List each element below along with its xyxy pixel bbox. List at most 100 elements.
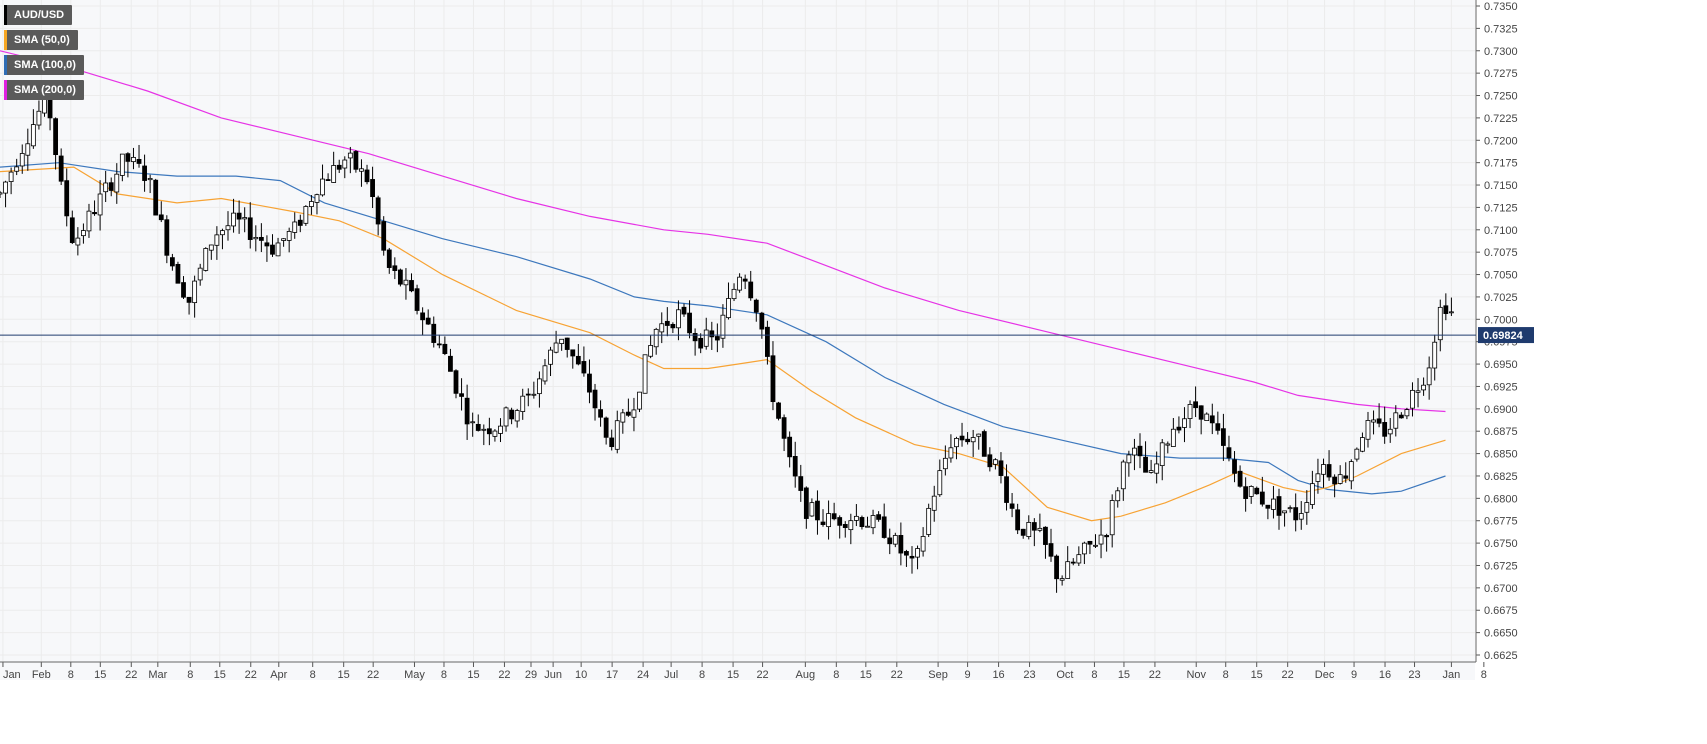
candle-body [264,242,270,247]
candle-body [1237,470,1243,487]
candle-body [359,168,364,172]
candle-body [575,355,581,365]
candle-body [803,487,809,519]
candle-body [225,225,231,231]
candle-body [820,521,826,525]
candle-body [1382,422,1388,437]
candle-body [1271,498,1276,510]
current-price-badge [1478,327,1534,344]
x-tick-label: 10 [575,669,587,681]
candle-body [270,244,275,255]
candle-body [1265,504,1271,509]
legend-sma100[interactable]: SMA (100,0) [4,55,84,75]
candle-body [1315,473,1321,482]
y-tick-label: 0.6650 [1484,628,1518,640]
candle-body [69,217,75,243]
candle-body [1132,447,1137,456]
candle-body [965,438,970,443]
candle-body [1443,305,1449,314]
legend-swatch-sma100 [4,55,7,75]
candle-body [203,248,209,271]
candle-body [998,460,1004,476]
candle-body [1215,423,1221,431]
x-tick-label: Sep [928,669,948,681]
legend-sma50-label: SMA (50,0) [14,34,70,46]
x-tick-label: 8 [1481,669,1487,681]
candle-body [498,425,503,434]
x-tick-label: 22 [1282,669,1294,681]
candle-body [347,152,353,159]
candle-body [531,393,537,396]
candle-body [570,349,576,357]
candle-body [1276,496,1282,516]
x-tick-label: Jun [544,669,562,681]
y-tick-label: 0.7350 [1484,1,1518,13]
candle-body [726,298,731,319]
x-tick-label: 15 [860,669,872,681]
candle-body [892,535,898,545]
candle-body [1148,470,1154,473]
candle-body [86,210,92,232]
candle-body [1254,487,1260,495]
candle-body [3,181,8,194]
candle-body [1304,502,1310,513]
candle-body [147,178,153,181]
candle-body [692,333,698,342]
x-tick-label: Dec [1315,669,1335,681]
candle-body [1065,561,1071,579]
candle-body [381,221,387,251]
candle-body [142,165,147,181]
candle-body [392,265,398,271]
candle-body [731,288,737,300]
candle-body [676,309,681,329]
candle-body [848,520,854,531]
x-tick-label: Mar [148,669,167,681]
legend-sma50[interactable]: SMA (50,0) [4,30,78,50]
x-tick-label: 23 [1408,669,1420,681]
candle-body [30,124,36,147]
candle-body [1176,426,1182,431]
candle-body [1154,463,1160,474]
legend-sma200[interactable]: SMA (200,0) [4,80,84,100]
candle-body [1104,535,1110,538]
candle-body [247,217,253,240]
x-tick-label: 8 [699,669,705,681]
x-tick-label: 16 [992,669,1004,681]
candle-body [119,153,125,176]
candle-body [236,212,242,220]
candle-body [1015,509,1021,531]
candle-body [542,365,548,382]
candle-body [297,219,303,226]
candle-body [653,328,659,348]
candle-body [876,514,882,520]
candle-body [0,192,3,195]
candle-body [114,173,120,193]
candle-body [748,281,754,299]
y-tick-label: 0.7200 [1484,135,1518,147]
candle-body [131,156,136,163]
x-tick-label: 15 [338,669,350,681]
candle-body [1209,415,1215,424]
candle-body [409,280,414,292]
candle-body [564,337,570,350]
x-tick-label: Aug [796,669,816,681]
candle-body [837,517,843,526]
candle-body [275,242,281,257]
candle-body [631,409,637,418]
legend-symbol-label: AUD/USD [14,9,65,21]
candle-body [397,269,403,285]
y-tick-label: 0.6700 [1484,583,1518,595]
candle-body [603,417,609,438]
candle-body [1421,384,1426,391]
candle-body [948,447,954,459]
candle-body [403,279,409,286]
candle-body [164,219,170,256]
x-tick-label: 15 [727,669,739,681]
candle-body [231,212,236,227]
sma50-line [0,166,1446,522]
candle-body [620,412,626,423]
candle-body [987,454,993,468]
candle-body [1293,507,1299,521]
legend-symbol[interactable]: AUD/USD [4,5,73,25]
